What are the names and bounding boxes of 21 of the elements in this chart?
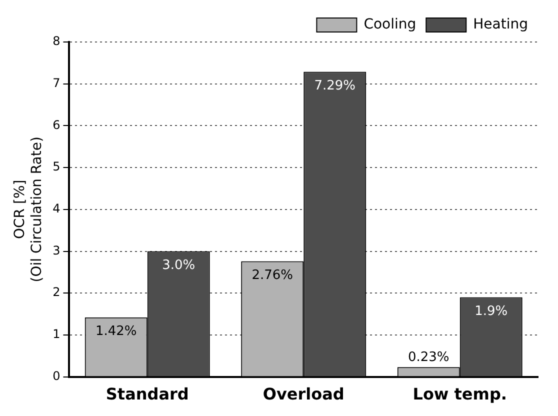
y-tick-label: 7 [52, 76, 60, 90]
y-tick-label: 6 [52, 118, 60, 132]
y-tick-label: 4 [52, 202, 60, 216]
data-label: 3.0% [162, 258, 196, 274]
y-axis-title: OCR [%] (Oil Circulation Rate) [12, 136, 45, 282]
x-tick-label: Standard [106, 384, 189, 404]
legend-label: Heating [473, 16, 528, 33]
data-label: 2.76% [252, 268, 294, 284]
y-tick-label: 0 [52, 368, 60, 383]
x-tick-label: Overload [262, 384, 344, 404]
y-tick-label: 2 [52, 285, 60, 300]
data-label: 1.42% [95, 324, 137, 340]
y-tick-label: 5 [52, 160, 60, 174]
x-tick-label: Low temp. [412, 384, 507, 404]
y-tick-label: 8 [52, 34, 60, 48]
data-label: 0.23% [408, 350, 450, 366]
data-label: 7.29% [314, 78, 356, 94]
y-tick-label: 3 [52, 243, 60, 258]
data-label: 1.9% [474, 304, 508, 320]
y-tick-label: 1 [52, 327, 60, 342]
legend-label: Cooling [364, 16, 416, 33]
